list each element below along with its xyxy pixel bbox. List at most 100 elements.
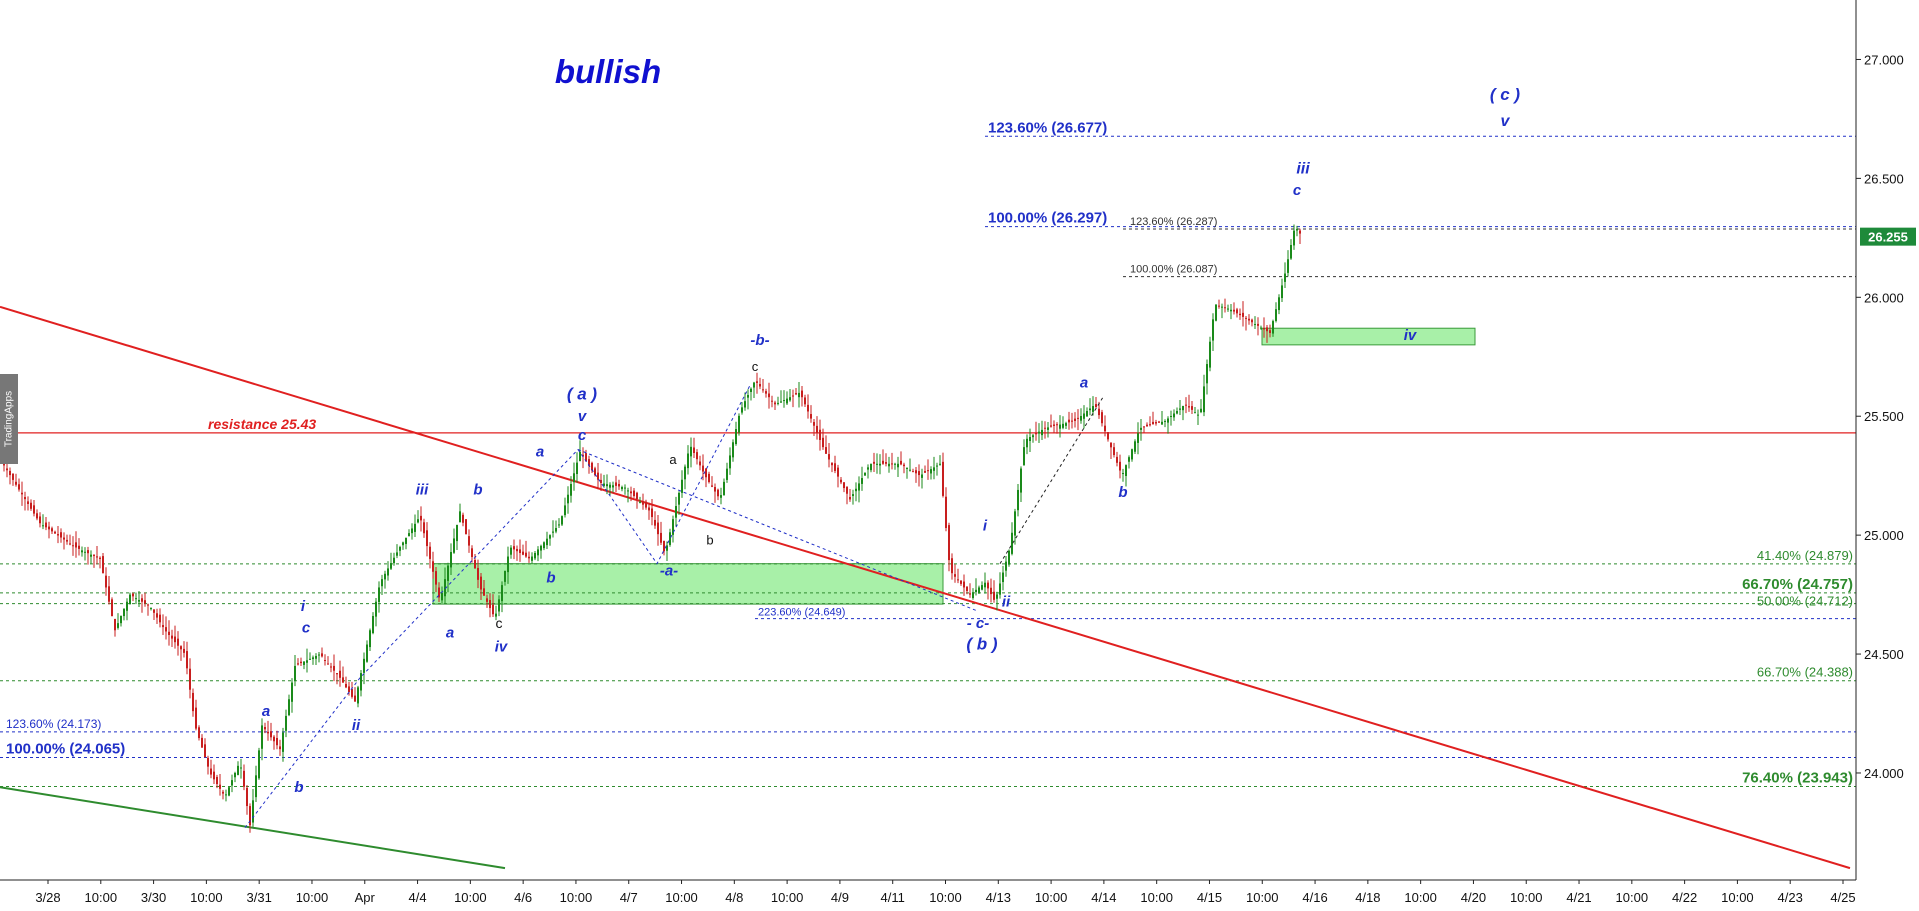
candle-body xyxy=(933,467,935,471)
candle-body xyxy=(36,513,38,519)
candle-body xyxy=(981,585,983,590)
wave-label-20: i xyxy=(301,598,306,615)
x-tick-label: 4/7 xyxy=(620,890,638,905)
wave-label-15: b xyxy=(473,482,482,499)
level-label-1: 100.00% (26.297) xyxy=(988,210,1107,227)
candle-body xyxy=(681,479,683,493)
candle-body xyxy=(363,658,365,673)
candle-body xyxy=(165,627,167,632)
candle-body xyxy=(135,598,137,600)
last-price-label: 26.255 xyxy=(1868,230,1908,245)
candle-body xyxy=(1209,341,1211,368)
candle-body xyxy=(99,557,101,559)
candle-body xyxy=(597,472,599,480)
candle-body xyxy=(522,551,524,555)
candle-body xyxy=(954,574,956,577)
candle-body xyxy=(606,484,608,487)
tradingapps-logo: TradingApps xyxy=(0,374,18,464)
candle-body xyxy=(348,686,350,693)
candle-body xyxy=(1137,433,1139,443)
candle-body xyxy=(903,464,905,467)
wave-label-22: ii xyxy=(352,717,361,734)
x-tick-label: 10:00 xyxy=(296,890,329,905)
candle-body xyxy=(603,483,605,486)
level-label-6: 66.70% (24.757) xyxy=(1742,576,1853,593)
x-tick-label: 10:00 xyxy=(1035,890,1068,905)
candle-body xyxy=(330,666,332,668)
candle-body xyxy=(798,392,800,398)
x-tick-label: 10:00 xyxy=(85,890,118,905)
candle-body xyxy=(30,502,32,509)
candle-body xyxy=(399,547,401,551)
candle-body xyxy=(945,496,947,528)
candle-body xyxy=(1053,424,1055,426)
candle-body xyxy=(1215,304,1217,321)
candle-body xyxy=(771,400,773,402)
x-tick-label: 3/31 xyxy=(247,890,272,905)
candle-body xyxy=(459,511,461,523)
candle-body xyxy=(318,654,320,656)
y-tick-label: 26.500 xyxy=(1864,171,1904,186)
wave-label-1: v xyxy=(1501,113,1511,130)
candle-body xyxy=(126,601,128,611)
candle-body xyxy=(1071,420,1073,422)
candle-body xyxy=(96,556,98,558)
candle-body xyxy=(1278,297,1280,311)
candle-body xyxy=(384,573,386,580)
y-tick-label: 27.000 xyxy=(1864,52,1904,67)
candle-body xyxy=(1272,321,1274,334)
candle-body xyxy=(435,571,437,585)
candle-body xyxy=(609,484,611,488)
candle-body xyxy=(1188,406,1190,408)
candle-body xyxy=(291,682,293,702)
candle-body xyxy=(819,429,821,440)
candle-body xyxy=(645,501,647,508)
candle-body xyxy=(1062,423,1064,428)
candle-body xyxy=(666,545,668,551)
wave-label-11: a xyxy=(669,452,677,467)
candle-body xyxy=(1236,309,1238,314)
candle-body xyxy=(312,657,314,660)
x-tick-label: 3/30 xyxy=(141,890,166,905)
level-label-7: 50.00% (24.712) xyxy=(1757,594,1853,609)
x-tick-label: 10:00 xyxy=(665,890,698,905)
candle-body xyxy=(1026,438,1028,448)
candle-body xyxy=(210,768,212,775)
candle-body xyxy=(297,663,299,665)
candle-body xyxy=(1212,319,1214,341)
candle-body xyxy=(198,727,200,739)
candle-body xyxy=(750,388,752,393)
candle-body xyxy=(261,725,263,749)
candle-body xyxy=(486,598,488,602)
candle-body xyxy=(738,415,740,433)
candle-body xyxy=(702,465,704,472)
candle-body xyxy=(345,683,347,688)
candle-body xyxy=(531,556,533,561)
x-tick-label: 10:00 xyxy=(771,890,804,905)
level-label-0: 123.60% (26.677) xyxy=(988,119,1107,136)
candle-body xyxy=(342,677,344,683)
candle-body xyxy=(429,546,431,559)
candle-body xyxy=(315,655,317,659)
candle-body xyxy=(693,447,695,454)
x-tick-label: 10:00 xyxy=(190,890,223,905)
candle-body xyxy=(453,538,455,553)
candle-body xyxy=(1140,427,1142,430)
candle-body xyxy=(60,532,62,538)
candle-body xyxy=(405,537,407,544)
candle-body xyxy=(780,401,782,403)
y-tick-label: 24.500 xyxy=(1864,647,1904,662)
candle-body xyxy=(909,469,911,471)
candle-body xyxy=(1287,259,1289,273)
candle-body xyxy=(396,552,398,556)
candle-body xyxy=(39,516,41,524)
wave-label-9: c xyxy=(578,427,587,444)
candle-body xyxy=(129,594,131,605)
candle-body xyxy=(897,463,899,468)
candle-body xyxy=(657,522,659,535)
candle-body xyxy=(309,658,311,660)
candle-body xyxy=(1245,317,1247,319)
candle-body xyxy=(237,765,239,775)
candle-body xyxy=(633,490,635,497)
